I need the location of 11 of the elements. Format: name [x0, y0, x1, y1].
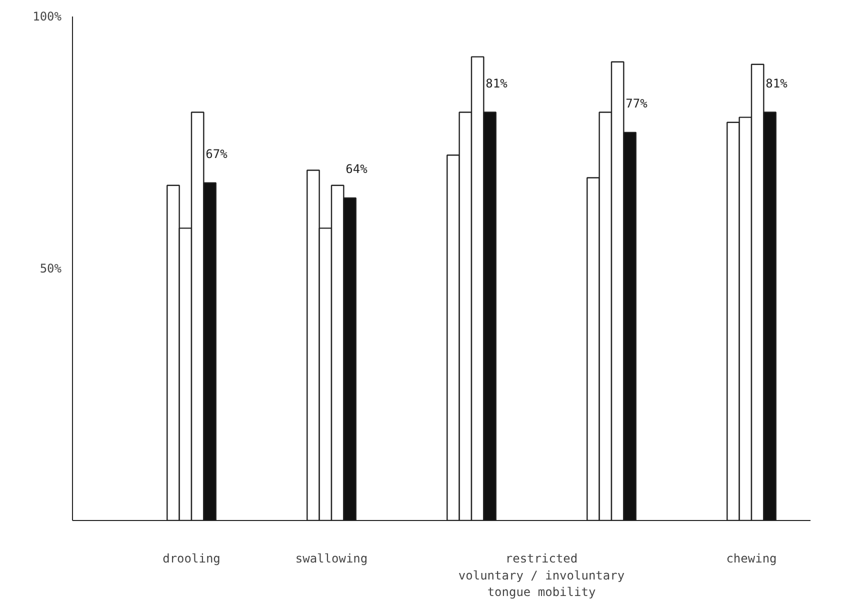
data-label: 81%	[766, 76, 788, 90]
x-tick-label: chewing	[726, 552, 777, 566]
data-label: 64%	[346, 162, 368, 176]
x-tick-label: restricted voluntary / involuntary tongue mobility	[458, 552, 625, 600]
data-label: 77%	[626, 96, 648, 110]
y-tick-label: 100%	[32, 10, 62, 24]
x-tick-label: swallowing	[295, 552, 368, 566]
data-label: 67%	[206, 146, 228, 161]
data-label: 81%	[486, 76, 508, 90]
x-tick-label: drooling	[162, 552, 220, 566]
y-tick-label: 50%	[40, 262, 62, 276]
